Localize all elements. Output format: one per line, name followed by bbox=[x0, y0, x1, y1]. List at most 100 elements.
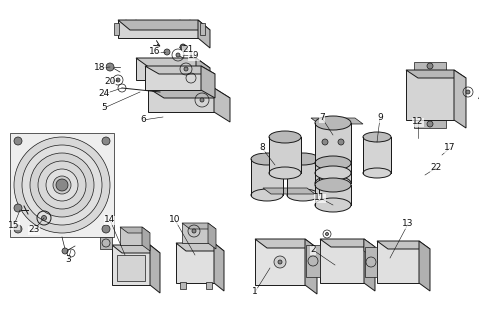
Text: 5: 5 bbox=[101, 103, 107, 113]
Bar bbox=[315, 123, 351, 173]
Bar bbox=[114, 23, 119, 35]
Polygon shape bbox=[148, 88, 214, 112]
Polygon shape bbox=[148, 88, 230, 98]
Ellipse shape bbox=[269, 167, 301, 179]
Circle shape bbox=[106, 63, 114, 71]
Bar bbox=[315, 185, 351, 205]
Polygon shape bbox=[255, 239, 305, 285]
Circle shape bbox=[30, 153, 94, 217]
Ellipse shape bbox=[287, 189, 319, 201]
Circle shape bbox=[274, 256, 286, 268]
Polygon shape bbox=[320, 239, 375, 247]
Polygon shape bbox=[112, 245, 160, 253]
Circle shape bbox=[180, 44, 186, 50]
Bar bbox=[315, 163, 351, 183]
Text: 19: 19 bbox=[188, 52, 200, 60]
Text: 6: 6 bbox=[140, 116, 146, 124]
Text: 23: 23 bbox=[28, 226, 40, 235]
Text: 8: 8 bbox=[259, 143, 265, 153]
Text: 15: 15 bbox=[8, 220, 20, 229]
Polygon shape bbox=[136, 58, 210, 68]
Text: 14: 14 bbox=[104, 215, 116, 225]
Polygon shape bbox=[201, 66, 215, 98]
Polygon shape bbox=[136, 58, 196, 80]
Ellipse shape bbox=[315, 166, 351, 180]
Polygon shape bbox=[454, 70, 466, 128]
Polygon shape bbox=[118, 20, 210, 30]
Bar bbox=[200, 23, 205, 35]
Text: 24: 24 bbox=[98, 90, 110, 99]
Circle shape bbox=[427, 63, 433, 69]
Text: 21: 21 bbox=[182, 45, 194, 54]
Polygon shape bbox=[377, 241, 430, 249]
Polygon shape bbox=[419, 241, 430, 291]
Circle shape bbox=[42, 215, 46, 220]
Text: 12: 12 bbox=[412, 117, 424, 126]
Bar bbox=[414, 62, 446, 70]
Text: 7: 7 bbox=[319, 114, 325, 123]
Ellipse shape bbox=[315, 178, 351, 192]
Bar bbox=[206, 282, 212, 289]
Polygon shape bbox=[182, 223, 208, 243]
Polygon shape bbox=[306, 245, 320, 277]
Circle shape bbox=[102, 225, 110, 233]
Circle shape bbox=[326, 233, 329, 236]
Bar bbox=[287, 159, 319, 195]
Circle shape bbox=[56, 179, 68, 191]
Polygon shape bbox=[145, 66, 215, 74]
Polygon shape bbox=[214, 243, 224, 291]
Polygon shape bbox=[120, 227, 150, 233]
Polygon shape bbox=[255, 239, 317, 248]
Text: 1: 1 bbox=[252, 287, 258, 297]
Ellipse shape bbox=[287, 153, 319, 165]
Ellipse shape bbox=[251, 153, 283, 165]
Circle shape bbox=[184, 67, 188, 71]
Ellipse shape bbox=[315, 116, 351, 130]
Polygon shape bbox=[263, 188, 315, 194]
Ellipse shape bbox=[315, 156, 351, 170]
Circle shape bbox=[466, 90, 470, 94]
Polygon shape bbox=[365, 247, 377, 277]
Ellipse shape bbox=[315, 198, 351, 212]
Polygon shape bbox=[320, 239, 364, 283]
Polygon shape bbox=[305, 239, 317, 294]
Text: 18: 18 bbox=[94, 63, 106, 73]
Circle shape bbox=[53, 176, 71, 194]
Bar bbox=[251, 159, 283, 195]
Polygon shape bbox=[145, 66, 201, 90]
Polygon shape bbox=[214, 88, 230, 122]
Circle shape bbox=[102, 137, 110, 145]
Polygon shape bbox=[364, 239, 375, 259]
Text: 2: 2 bbox=[310, 245, 316, 254]
Circle shape bbox=[176, 53, 180, 57]
Circle shape bbox=[164, 49, 170, 55]
Circle shape bbox=[192, 229, 196, 233]
Circle shape bbox=[116, 78, 120, 82]
Text: 13: 13 bbox=[402, 220, 414, 228]
Polygon shape bbox=[112, 245, 150, 285]
Polygon shape bbox=[118, 20, 198, 38]
Text: 3: 3 bbox=[65, 255, 71, 265]
Circle shape bbox=[14, 137, 22, 145]
Text: 16: 16 bbox=[149, 47, 161, 57]
Polygon shape bbox=[208, 223, 216, 249]
Polygon shape bbox=[176, 243, 224, 251]
Circle shape bbox=[14, 137, 110, 233]
Circle shape bbox=[338, 139, 344, 145]
Ellipse shape bbox=[269, 131, 301, 143]
Text: 20: 20 bbox=[104, 77, 116, 86]
Circle shape bbox=[38, 161, 86, 209]
Polygon shape bbox=[406, 70, 466, 78]
Circle shape bbox=[22, 145, 102, 225]
Polygon shape bbox=[100, 237, 112, 249]
Polygon shape bbox=[311, 118, 363, 124]
Ellipse shape bbox=[363, 132, 391, 142]
Bar bbox=[117, 255, 145, 281]
Ellipse shape bbox=[251, 189, 283, 201]
Bar bbox=[180, 282, 186, 289]
Ellipse shape bbox=[363, 168, 391, 178]
Circle shape bbox=[278, 260, 282, 264]
Polygon shape bbox=[182, 223, 216, 229]
Polygon shape bbox=[142, 227, 150, 251]
Circle shape bbox=[62, 248, 68, 254]
